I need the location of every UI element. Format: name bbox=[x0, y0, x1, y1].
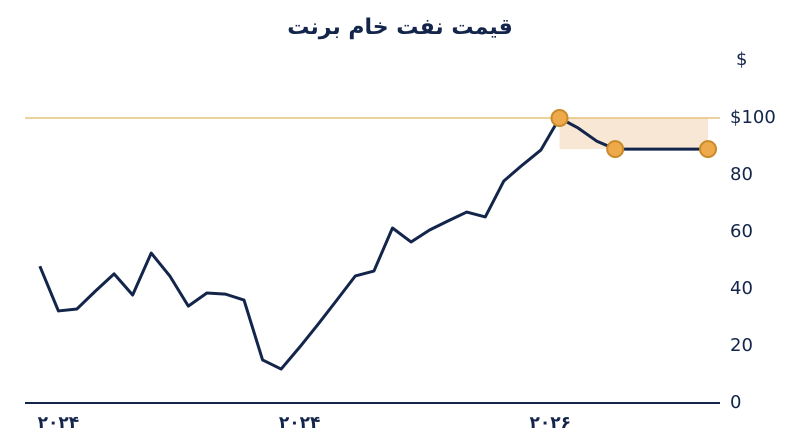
highlight-marker bbox=[550, 109, 569, 127]
y-tick-label: 20 bbox=[730, 335, 753, 356]
y-tick-label: 60 bbox=[730, 221, 753, 242]
y-tick-label: $100 bbox=[730, 107, 776, 128]
chart-title: قیمت نفت خام برنت bbox=[287, 15, 513, 40]
highlight-marker bbox=[699, 140, 717, 159]
x-tick-label: ۲۰۲۴ bbox=[279, 413, 321, 433]
y-tick-label: 40 bbox=[730, 278, 753, 299]
highlight-marker bbox=[606, 140, 625, 159]
y-unit: $ bbox=[736, 49, 747, 70]
x-tick-label: ۲۰۲۴ bbox=[38, 413, 80, 433]
y-tick-label: 0 bbox=[730, 392, 741, 413]
y-tick-label: 80 bbox=[730, 164, 753, 185]
price-line bbox=[38, 116, 708, 371]
x-tick-label: ۲۰۲۶ bbox=[529, 413, 571, 433]
highlight-band bbox=[559, 118, 708, 150]
